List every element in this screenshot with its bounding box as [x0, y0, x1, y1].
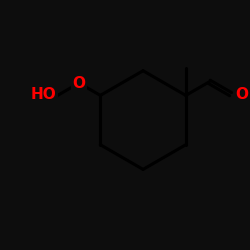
Text: O: O [235, 87, 248, 102]
Text: HO: HO [31, 87, 56, 102]
Text: O: O [72, 76, 86, 90]
